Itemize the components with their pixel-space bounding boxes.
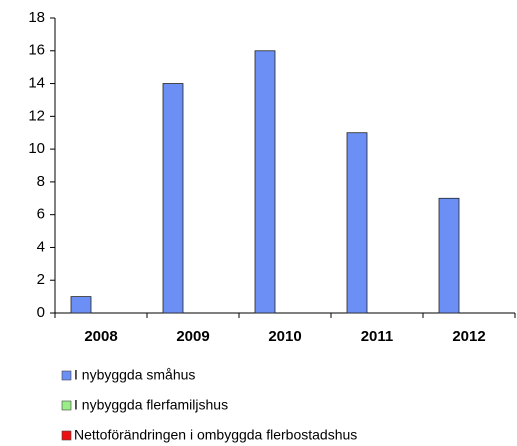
y-tick-label: 18 (28, 9, 45, 26)
y-tick-label: 12 (28, 107, 45, 124)
y-tick-label: 6 (37, 206, 45, 223)
bar (438, 197, 460, 314)
legend-swatch (61, 400, 72, 411)
legend-label: Nettoförändringen i ombyggda flerbostads… (74, 427, 357, 443)
legend-label: I nybyggda flerfamiljshus (74, 397, 228, 413)
bar (162, 83, 184, 314)
y-tick-label: 0 (37, 304, 45, 321)
y-tick-label: 16 (28, 42, 45, 59)
y-tick-label: 2 (37, 271, 45, 288)
x-tick-label: 2008 (84, 328, 117, 345)
bar (346, 132, 368, 314)
y-tick-label: 8 (37, 173, 45, 190)
x-tick-label: 2010 (268, 328, 301, 345)
x-tick-label: 2012 (452, 328, 485, 345)
x-tick-label: 2011 (361, 328, 394, 345)
y-tick-label: 10 (28, 140, 45, 157)
legend-swatch (61, 430, 72, 441)
x-tick-label: 2009 (176, 328, 209, 345)
bar (254, 50, 276, 314)
y-tick-label: 14 (28, 75, 45, 92)
bar (70, 296, 92, 314)
y-tick-label: 4 (37, 238, 45, 255)
legend-swatch (61, 370, 72, 381)
legend-label: I nybyggda småhus (74, 367, 195, 383)
